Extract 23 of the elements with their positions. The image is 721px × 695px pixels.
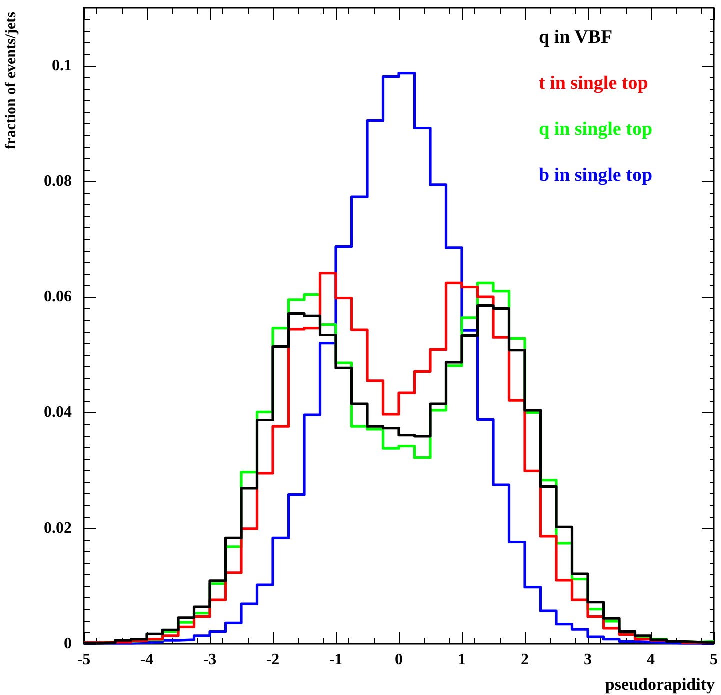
y-tick-label: 0 [64,636,72,652]
x-tick-label: -5 [77,652,91,668]
legend-label: q in VBF [539,27,613,48]
y-tick-label: 0.06 [44,288,72,306]
x-tick-label: 5 [710,652,718,668]
x-tick-label: 3 [584,652,592,668]
x-tick-label: -4 [140,652,154,668]
x-tick-label: 1 [458,652,466,668]
y-axis-title: fraction of events/jets [4,12,20,150]
x-axis-title: pseudorapidity [605,675,716,694]
x-tick-label: 0 [395,652,403,668]
y-tick-label: 0.02 [44,520,72,537]
y-tick-label: 0.04 [44,404,72,422]
text: q in single top [539,119,653,140]
text: t in single top [539,73,648,94]
x-tick-label: 4 [647,652,655,668]
x-tick-label: -2 [266,652,280,668]
text: b in single top [539,165,653,186]
y-tick-label: 0.1 [52,57,72,74]
x-tick-label: 2 [521,652,529,668]
y-tick-label: 0.08 [44,172,72,190]
x-tick-label: -3 [203,652,217,668]
x-tick-label: -1 [329,652,343,668]
